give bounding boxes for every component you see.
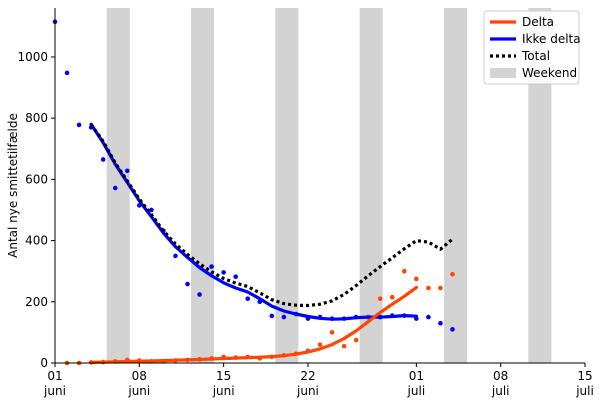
data-point bbox=[353, 337, 359, 343]
data-point bbox=[341, 343, 347, 349]
x-tick-label: 22 bbox=[300, 369, 315, 383]
x-tick-month-label: juni bbox=[212, 384, 235, 398]
series-line bbox=[89, 285, 418, 364]
data-point bbox=[281, 314, 287, 320]
data-point bbox=[149, 207, 154, 213]
data-point bbox=[329, 330, 335, 335]
axes: 0200400600800100001juni08juni15juni22jun… bbox=[6, 8, 594, 398]
legend-label: Weekend bbox=[522, 66, 577, 80]
data-lines bbox=[89, 122, 454, 364]
y-tick-label: 800 bbox=[25, 111, 48, 125]
data-point bbox=[450, 327, 455, 332]
data-point bbox=[112, 185, 118, 191]
data-point bbox=[438, 285, 443, 291]
legend-label: Total bbox=[521, 49, 550, 63]
legend-swatch bbox=[490, 68, 516, 78]
data-point bbox=[426, 285, 431, 291]
legend-box bbox=[483, 10, 580, 85]
x-tick-month-label: juni bbox=[43, 384, 66, 398]
legend-label: Delta bbox=[522, 15, 554, 29]
x-tick-month-label: juli bbox=[491, 384, 510, 398]
data-point bbox=[209, 264, 214, 269]
data-point bbox=[76, 122, 82, 128]
data-point bbox=[233, 274, 238, 279]
legend: Delta Ikke delta Total Weekend bbox=[483, 10, 581, 85]
x-tick-label: 01 bbox=[47, 369, 62, 383]
y-tick-label: 400 bbox=[25, 234, 48, 248]
data-point bbox=[377, 296, 383, 302]
y-tick-label: 200 bbox=[25, 295, 48, 309]
weekend-band bbox=[275, 8, 299, 363]
data-point bbox=[124, 168, 130, 174]
x-tick-label: 08 bbox=[493, 369, 508, 383]
y-tick-label: 1000 bbox=[17, 50, 48, 64]
weekend-band bbox=[528, 8, 552, 363]
data-point bbox=[245, 296, 251, 302]
data-point bbox=[402, 268, 407, 274]
data-point bbox=[426, 314, 431, 320]
data-point bbox=[64, 70, 70, 76]
x-tick-month-label: juli bbox=[575, 384, 594, 398]
x-tick-month-label: juni bbox=[296, 384, 319, 398]
y-tick-label: 0 bbox=[40, 356, 48, 370]
data-point bbox=[173, 253, 178, 259]
x-tick-label: 01 bbox=[409, 369, 424, 383]
legend-label: Ikke delta bbox=[522, 32, 581, 46]
series-line bbox=[89, 122, 418, 321]
data-point bbox=[450, 271, 455, 277]
data-point bbox=[185, 281, 190, 287]
data-point bbox=[438, 320, 443, 326]
weekend-band bbox=[443, 8, 468, 363]
data-point bbox=[100, 157, 106, 162]
weekend-band bbox=[106, 8, 130, 363]
y-tick-label: 600 bbox=[25, 172, 48, 186]
data-point bbox=[221, 270, 226, 275]
data-point bbox=[414, 276, 419, 282]
x-tick-month-label: juli bbox=[407, 384, 426, 398]
series-line bbox=[89, 123, 454, 308]
data-point bbox=[389, 294, 395, 300]
weekend-band bbox=[359, 8, 383, 363]
data-point bbox=[197, 292, 202, 297]
weekend-band bbox=[191, 8, 215, 363]
x-tick-label: 15 bbox=[216, 369, 231, 383]
x-tick-month-label: juni bbox=[127, 384, 150, 398]
data-point bbox=[317, 342, 323, 347]
data-point bbox=[269, 313, 275, 319]
x-tick-label: 15 bbox=[577, 369, 592, 383]
x-tick-label: 08 bbox=[132, 369, 147, 383]
y-axis-label: Antal nye smittetilfælde bbox=[6, 113, 20, 258]
